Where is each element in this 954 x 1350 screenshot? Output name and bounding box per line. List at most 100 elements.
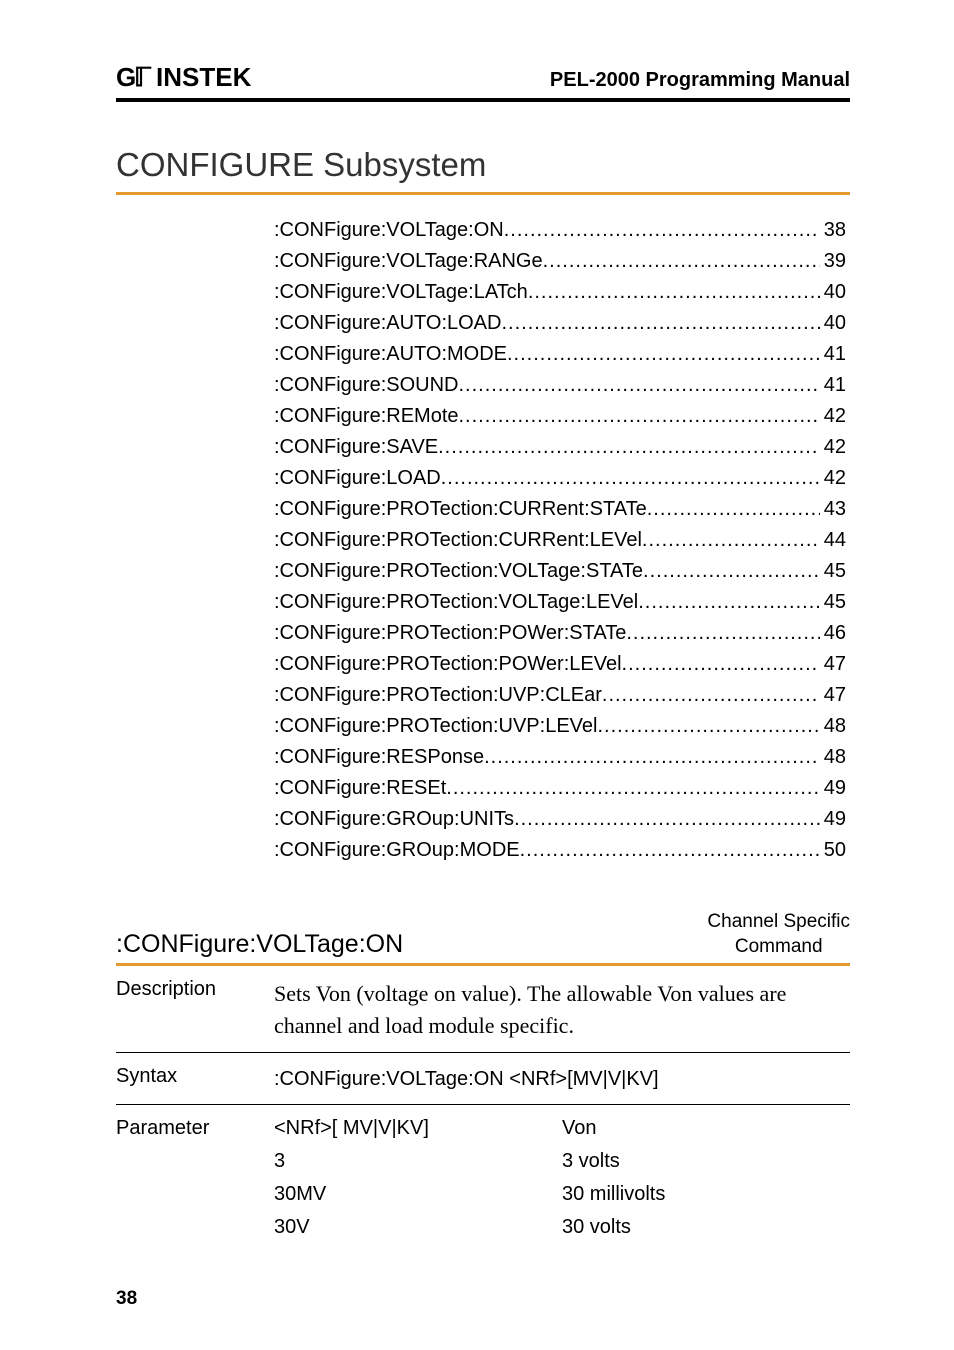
toc-label: :CONFigure:PROTection:CURRent:STATe xyxy=(274,494,647,525)
toc-entry: :CONFigure:RESEt49 xyxy=(274,773,846,804)
toc-page: 40 xyxy=(824,277,846,308)
toc-label: :CONFigure:SAVE xyxy=(274,432,438,463)
toc-page: 41 xyxy=(824,339,846,370)
toc-label: :CONFigure:RESPonse xyxy=(274,742,484,773)
param-val: 30 volts xyxy=(562,1216,850,1239)
toc-entry: :CONFigure:AUTO:LOAD40 xyxy=(274,308,846,339)
toc-dots xyxy=(643,556,820,587)
toc-page: 50 xyxy=(824,835,846,866)
toc-entry: :CONFigure:PROTection:POWer:LEVel 47 xyxy=(274,649,846,680)
toc-label: :CONFigure:PROTection:UVP:CLEar xyxy=(274,680,602,711)
param-key: 30MV xyxy=(274,1183,562,1206)
toc-page: 49 xyxy=(824,773,846,804)
svg-text:INSTEK: INSTEK xyxy=(156,62,252,92)
toc-label: :CONFigure:AUTO:MODE xyxy=(274,339,507,370)
toc-label: :CONFigure:PROTection:UVP:LEVel xyxy=(274,711,597,742)
command-badge: Channel Specific Command xyxy=(707,910,850,959)
toc-label: :CONFigure:LOAD xyxy=(274,463,441,494)
toc-entry: :CONFigure:PROTection:UVP:CLEar 47 xyxy=(274,680,846,711)
toc-entry: :CONFigure:RESPonse 48 xyxy=(274,742,846,773)
param-val: 30 millivolts xyxy=(562,1183,850,1206)
toc-page: 46 xyxy=(824,618,846,649)
param-key: 30V xyxy=(274,1216,562,1239)
toc-dots xyxy=(501,308,819,339)
toc-label: :CONFigure:SOUND xyxy=(274,370,458,401)
toc-entry: :CONFigure:PROTection:VOLTage:LEVel 45 xyxy=(274,587,846,618)
toc-page: 42 xyxy=(824,401,846,432)
toc-label: :CONFigure:VOLTage:ON xyxy=(274,215,504,246)
toc-dots xyxy=(484,742,820,773)
toc-entry: :CONFigure:LOAD 42 xyxy=(274,463,846,494)
toc-page: 48 xyxy=(824,711,846,742)
toc-page: 45 xyxy=(824,556,846,587)
toc-label: :CONFigure:GROup:MODE xyxy=(274,835,520,866)
parameter-table: <NRf>[ MV|V|KV] Von 3 3 volts 30MV 30 mi… xyxy=(274,1117,850,1239)
toc-label: :CONFigure:GROup:UNITs xyxy=(274,804,514,835)
toc-entry: :CONFigure:SOUND 41 xyxy=(274,370,846,401)
toc-label: :CONFigure:VOLTage:LATch xyxy=(274,277,528,308)
toc-page: 43 xyxy=(824,494,846,525)
toc-page: 42 xyxy=(824,463,846,494)
param-key: 3 xyxy=(274,1150,562,1173)
toc-dots xyxy=(647,494,820,525)
description-text: Sets Von (voltage on value). The allowab… xyxy=(274,978,850,1042)
toc-dots xyxy=(458,370,819,401)
param-val: Von xyxy=(562,1117,850,1140)
badge-line1: Channel Specific xyxy=(707,910,850,935)
toc-dots xyxy=(642,525,820,556)
section-title: CONFIGURE Subsystem xyxy=(116,146,850,195)
toc-label: :CONFigure:REMote xyxy=(274,401,459,432)
toc-page: 47 xyxy=(824,680,846,711)
description-label: Description xyxy=(116,978,274,1042)
parameter-label: Parameter xyxy=(116,1117,274,1239)
syntax-text: :CONFigure:VOLTage:ON <NRf>[MV|V|KV] xyxy=(274,1065,850,1094)
toc-page: 47 xyxy=(824,649,846,680)
command-section: :CONFigure:VOLTage:ON Channel Specific C… xyxy=(116,910,850,1249)
toc-entry: :CONFigure:REMote 42 xyxy=(274,401,846,432)
parameter-row: Parameter <NRf>[ MV|V|KV] Von 3 3 volts … xyxy=(116,1105,850,1249)
command-header: :CONFigure:VOLTage:ON Channel Specific C… xyxy=(116,910,850,966)
toc-dots xyxy=(514,804,820,835)
param-key: <NRf>[ MV|V|KV] xyxy=(274,1117,562,1140)
page-header: G ℾ INSTEK PEL-2000 Programming Manual xyxy=(116,62,850,102)
toc-label: :CONFigure:AUTO:LOAD xyxy=(274,308,501,339)
toc-entry: :CONFigure:PROTection:UVP:LEVel 48 xyxy=(274,711,846,742)
toc-page: 45 xyxy=(824,587,846,618)
toc-page: 41 xyxy=(824,370,846,401)
toc-dots xyxy=(520,835,820,866)
toc-entry: :CONFigure:VOLTage:LATch 40 xyxy=(274,277,846,308)
syntax-label: Syntax xyxy=(116,1065,274,1094)
toc-page: 42 xyxy=(824,432,846,463)
toc-dots xyxy=(504,215,820,246)
toc-label: :CONFigure:PROTection:POWer:LEVel xyxy=(274,649,622,680)
toc-label: :CONFigure:PROTection:VOLTage:LEVel xyxy=(274,587,638,618)
toc-label: :CONFigure:PROTection:CURRent:LEVel xyxy=(274,525,642,556)
toc-dots xyxy=(446,773,819,804)
toc-dots xyxy=(638,587,820,618)
toc-dots xyxy=(459,401,820,432)
toc-dots xyxy=(528,277,820,308)
toc-dots xyxy=(597,711,819,742)
svg-text:ℾ: ℾ xyxy=(134,62,152,92)
page-number: 38 xyxy=(116,1288,137,1310)
toc-dots xyxy=(626,618,819,649)
toc-dots xyxy=(543,246,820,277)
toc-entry: :CONFigure:AUTO:MODE 41 xyxy=(274,339,846,370)
toc-label: :CONFigure:VOLTage:RANGe xyxy=(274,246,543,277)
toc-entry: :CONFigure:GROup:UNITs 49 xyxy=(274,804,846,835)
toc-entry: :CONFigure:PROTection:POWer:STATe46 xyxy=(274,618,846,649)
toc-page: 48 xyxy=(824,742,846,773)
syntax-row: Syntax :CONFigure:VOLTage:ON <NRf>[MV|V|… xyxy=(116,1053,850,1105)
toc-label: :CONFigure:PROTection:VOLTage:STATe xyxy=(274,556,643,587)
toc-entry: :CONFigure:GROup:MODE 50 xyxy=(274,835,846,866)
badge-line2: Command xyxy=(707,935,850,960)
toc-dots xyxy=(438,432,820,463)
toc-page: 44 xyxy=(824,525,846,556)
toc-entry: :CONFigure:PROTection:CURRent:LEVel 44 xyxy=(274,525,846,556)
manual-title: PEL-2000 Programming Manual xyxy=(550,69,850,92)
toc-dots xyxy=(622,649,820,680)
toc-entry: :CONFigure:VOLTage:ON38 xyxy=(274,215,846,246)
toc-dots xyxy=(507,339,820,370)
description-row: Description Sets Von (voltage on value).… xyxy=(116,966,850,1053)
toc-page: 49 xyxy=(824,804,846,835)
